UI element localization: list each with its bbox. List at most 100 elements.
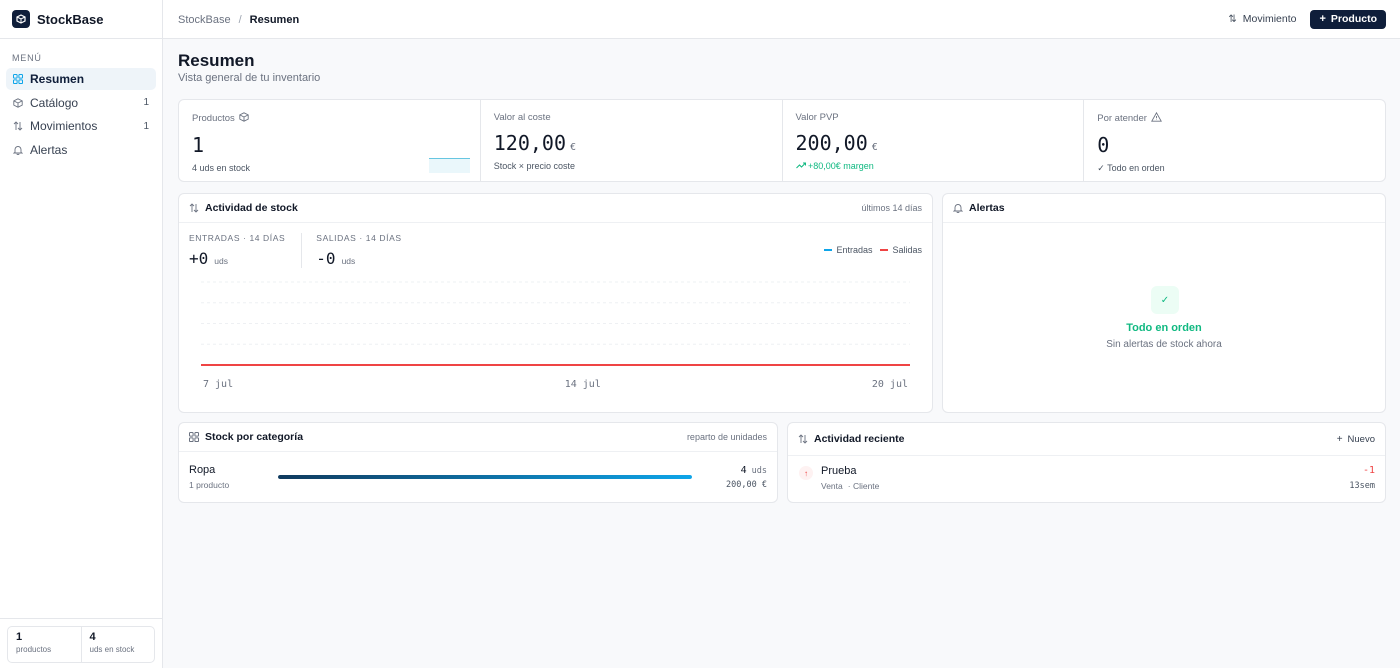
- activity-type: Venta: [821, 481, 843, 491]
- kpi-products: Productos 1 4 uds en stock: [179, 100, 480, 181]
- kpi-value-number: 120,00: [493, 131, 566, 155]
- box-icon: [239, 112, 249, 125]
- alerts-ok-subtitle: Sin alertas de stock ahora: [1106, 339, 1222, 350]
- sidebar-item-count: 1: [143, 97, 149, 108]
- box-icon: [13, 97, 23, 108]
- card-title: Alertas: [969, 202, 1005, 214]
- sidebar-item-movimientos[interactable]: Movimientos 1: [6, 115, 156, 137]
- sidebar-item-catalogo[interactable]: Catálogo 1: [6, 92, 156, 114]
- flow-number: +0: [189, 249, 209, 268]
- card-header: Actividad reciente + Nuevo: [788, 423, 1385, 456]
- kpi-label-text: Productos: [192, 113, 235, 124]
- flow-value: -0 uds: [316, 249, 401, 268]
- topbar: StockBase / Resumen ⇅ Movimiento + Product…: [163, 0, 1400, 39]
- check-icon: ✓: [1151, 286, 1179, 314]
- sidebar-item-label: Alertas: [30, 142, 68, 157]
- category-bar: [278, 475, 692, 479]
- x-tick-label: 20 jul: [872, 379, 908, 390]
- movement-button-label: Movimiento: [1242, 13, 1297, 25]
- add-product-button-label: Producto: [1330, 13, 1377, 25]
- brand-name: StockBase: [37, 11, 104, 27]
- trending-up-icon: [795, 161, 806, 171]
- kpi-value: 120,00 €: [494, 131, 769, 155]
- kpi-label-text: Por atender: [1097, 113, 1147, 124]
- stat-products: 1 productos: [8, 627, 81, 662]
- chart-legend: Entradas Salidas: [816, 245, 922, 255]
- movement-button[interactable]: ⇅ Movimiento: [1220, 9, 1304, 29]
- activity-name: Prueba: [821, 465, 857, 477]
- sidebar-item-count: 1: [143, 120, 149, 132]
- kpi-foot: 4 uds en stock: [192, 163, 251, 173]
- kpi-value-number: 1: [192, 133, 205, 157]
- card-title: Actividad de stock: [205, 202, 298, 214]
- add-product-button[interactable]: + Producto: [1310, 9, 1386, 29]
- flow-label: ENTRADAS · 14 DÍAS: [189, 233, 286, 243]
- legend-swatch: [824, 249, 833, 251]
- card-title: Stock por categoría: [205, 431, 304, 443]
- category-qty: 4 uds: [741, 465, 767, 476]
- kpi-unit: €: [570, 142, 577, 153]
- grid-icon: [13, 74, 23, 84]
- sparkline: [428, 158, 470, 173]
- new-movement-button[interactable]: + Nuevo: [1337, 434, 1375, 445]
- arrows-updown-icon: [189, 203, 199, 213]
- stock-activity-chart: 7 jul 14 jul 20 jul: [201, 281, 910, 390]
- new-movement-button-label: Nuevo: [1347, 433, 1375, 445]
- bell-icon: [953, 203, 963, 213]
- sidebar-item-label: Resumen: [30, 72, 85, 86]
- breadcrumb-root[interactable]: StockBase: [178, 14, 231, 26]
- activity-party: · Cliente: [847, 481, 880, 491]
- flow-salidas: SALIDAS · 14 DÍAS -0 uds: [301, 233, 417, 268]
- kpi-label-text: Valor PVP: [795, 112, 839, 123]
- top-actions: ⇅ Movimiento + Producto: [1220, 9, 1386, 29]
- category-qty-number: 4: [740, 465, 747, 476]
- page-title: Resumen: [178, 51, 255, 70]
- legend-salidas: Salidas: [880, 245, 922, 255]
- brand[interactable]: StockBase: [0, 0, 162, 39]
- kpi-label: Valor PVP: [796, 112, 1071, 123]
- sidebar-item-label: Catálogo: [30, 95, 79, 110]
- kpi-foot: +80,00€ margen: [795, 161, 1071, 171]
- arrow-up-icon: ↑: [799, 466, 813, 480]
- grid-icon: [189, 432, 199, 442]
- arrows-updown-icon: [13, 121, 23, 131]
- category-name: Ropa: [189, 464, 216, 476]
- kpi-row: Productos 1 4 uds en stock Valor al cost…: [178, 99, 1386, 182]
- sidebar-menu: Resumen Catálogo 1 Movimientos 1 Alertas: [0, 63, 162, 161]
- kpi-pending: Por atender 0 ✓ Todo en orden: [1083, 100, 1385, 181]
- category-qty-unit: uds: [751, 466, 767, 476]
- category-row[interactable]: Ropa 1 producto 4 uds 200,00 €: [179, 452, 777, 503]
- stats-box: 1 productos 4 uds en stock: [7, 626, 155, 663]
- recent-activity-card: Actividad reciente + Nuevo ↑ Prueba Vent…: [787, 422, 1386, 503]
- sidebar-footer: 1 productos 4 uds en stock: [0, 618, 162, 668]
- kpi-label-text: Valor al coste: [493, 112, 551, 123]
- kpi-retail-value: Valor PVP 200,00 € +80,00€ margen: [781, 100, 1084, 181]
- breadcrumb-current: Resumen: [249, 14, 300, 26]
- sidebar-item-resumen[interactable]: Resumen: [6, 68, 156, 90]
- kpi-label: Valor al coste: [494, 112, 769, 123]
- stock-activity-card: Actividad de stock últimos 14 días ENTRA…: [178, 193, 933, 413]
- legend-label: Salidas: [892, 245, 922, 255]
- logo-icon: [12, 10, 30, 28]
- category-sub: 1 producto: [189, 480, 230, 490]
- kpi-foot-text: +80,00€ margen: [808, 161, 874, 171]
- flow-summary: ENTRADAS · 14 DÍAS +0 uds SALIDAS · 14 DÍ…: [179, 223, 932, 268]
- x-tick-label: 14 jul: [565, 379, 601, 390]
- stat-products-label: productos: [16, 645, 52, 654]
- kpi-value-number: 0: [1097, 133, 1110, 157]
- sidebar-item-alertas[interactable]: Alertas: [6, 139, 156, 161]
- flow-unit: uds: [341, 256, 356, 266]
- card-header: Actividad de stock últimos 14 días: [179, 194, 932, 223]
- legend-entradas: Entradas: [824, 245, 872, 255]
- warning-icon: [1150, 111, 1162, 125]
- x-tick-label: 7 jul: [203, 379, 233, 390]
- sidebar-item-label: Movimientos: [30, 119, 98, 133]
- flow-label: SALIDAS · 14 DÍAS: [316, 233, 402, 243]
- kpi-unit: €: [871, 142, 878, 153]
- flow-entradas: ENTRADAS · 14 DÍAS +0 uds: [189, 233, 301, 268]
- activity-time: 13sem: [1349, 481, 1375, 491]
- bell-icon: [13, 145, 23, 155]
- kpi-foot: Stock × precio coste: [493, 161, 576, 171]
- kpi-value: 200,00 €: [796, 131, 1071, 155]
- list-item[interactable]: ↑ Prueba Venta · Cliente -1 13sem: [788, 456, 1385, 502]
